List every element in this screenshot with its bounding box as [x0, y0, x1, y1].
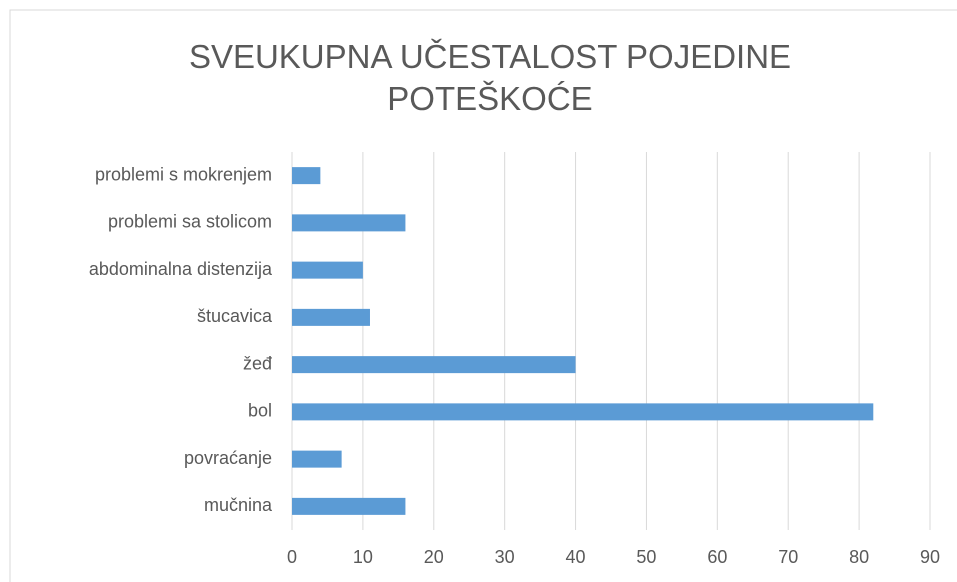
y-tick-label: štucavica: [197, 306, 273, 326]
bar: [292, 261, 363, 279]
x-tick-label: 90: [920, 547, 940, 567]
bar: [292, 403, 874, 421]
y-tick-label: problemi sa stolicom: [108, 212, 272, 232]
bar: [292, 450, 342, 468]
x-tick-label: 30: [495, 547, 515, 567]
x-tick-label: 80: [849, 547, 869, 567]
y-tick-label: problemi s mokrenjem: [95, 164, 272, 184]
chart-title: SVEUKUPNA UČESTALOST POJEDINE POTEŠKOĆE: [188, 38, 792, 117]
y-tick-label: žeđ: [243, 353, 272, 373]
x-tick-label: 60: [707, 547, 727, 567]
x-tick-label: 50: [636, 547, 656, 567]
y-tick-label: bol: [248, 401, 272, 421]
x-tick-label: 20: [424, 547, 444, 567]
bar: [292, 167, 321, 185]
y-tick-label: abdominalna distenzija: [89, 259, 273, 279]
chart-border: [9, 9, 957, 582]
x-tick-label: 10: [353, 547, 373, 567]
x-tick-label: 0: [287, 547, 297, 567]
bar: [292, 214, 406, 232]
y-tick-label: povraćanje: [184, 448, 272, 468]
bar: [292, 308, 370, 326]
x-tick-label: 40: [566, 547, 586, 567]
x-tick-label: 70: [778, 547, 798, 567]
bar: [292, 356, 576, 374]
bar: [292, 497, 406, 515]
y-tick-label: mučnina: [204, 495, 273, 515]
